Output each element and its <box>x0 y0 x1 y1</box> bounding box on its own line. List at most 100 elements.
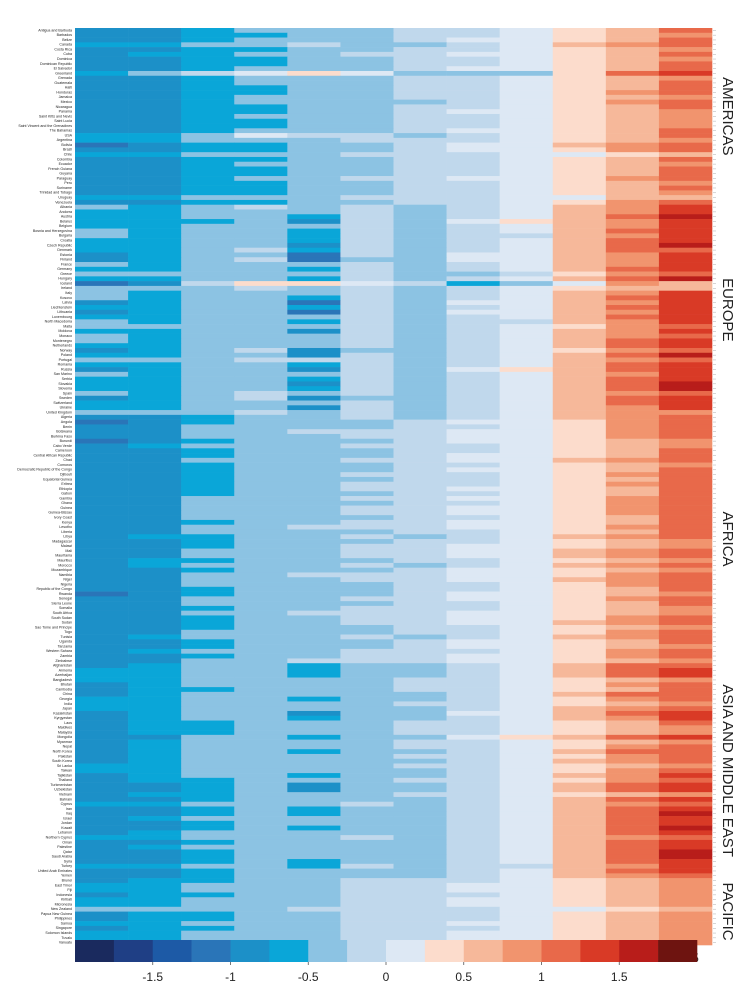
heat-cell <box>128 472 182 478</box>
heat-cell <box>393 161 447 167</box>
heat-cell <box>446 324 500 330</box>
heat-cell <box>181 577 235 583</box>
heat-cell <box>499 319 554 325</box>
heat-cell <box>340 47 394 53</box>
row-label: Namibia <box>59 573 72 577</box>
heat-cell <box>181 844 235 850</box>
heat-cell <box>287 381 341 387</box>
heat-cell <box>234 725 288 731</box>
heat-cell <box>181 911 235 917</box>
heat-cell <box>499 830 554 836</box>
heat-cell <box>393 152 447 158</box>
heat-cell <box>605 672 660 678</box>
heat-cell <box>552 625 607 631</box>
heat-cell <box>181 925 235 931</box>
heat-cell <box>446 338 500 344</box>
heat-cell <box>234 653 288 659</box>
heat-cell <box>234 625 288 631</box>
heat-cell <box>234 295 288 301</box>
heat-cell <box>393 476 447 483</box>
heat-cell <box>234 223 288 229</box>
heat-cell <box>287 472 341 478</box>
heat-cell <box>181 816 235 822</box>
heat-cell <box>340 137 394 143</box>
heat-cell <box>287 811 341 817</box>
heat-cell <box>340 859 394 865</box>
heat-cell <box>340 457 394 463</box>
heat-cell <box>75 357 129 363</box>
heat-cell <box>552 152 607 158</box>
heat-cell <box>552 906 607 912</box>
heat-cell <box>340 214 394 220</box>
heat-cell <box>287 85 341 91</box>
heat-cell <box>234 433 288 440</box>
heat-cell <box>340 882 394 888</box>
heat-cell <box>128 491 182 497</box>
row-label: Canada <box>59 43 72 47</box>
heat-cell <box>393 539 447 545</box>
heat-cell <box>234 305 288 311</box>
heat-cell <box>552 548 607 554</box>
heat-cell <box>605 753 660 760</box>
heat-cell <box>340 696 394 702</box>
heat-cell <box>605 505 660 511</box>
heat-cell <box>128 706 182 712</box>
heat-cell <box>446 701 500 707</box>
heat-cell <box>605 219 660 225</box>
heat-cell <box>287 730 341 736</box>
row-label: Nepal <box>63 745 73 749</box>
heat-cell <box>605 242 660 248</box>
heat-cell <box>658 171 713 177</box>
heat-cell <box>605 314 660 320</box>
heat-cell <box>393 133 447 139</box>
heat-cell <box>552 109 607 115</box>
heat-cell <box>181 242 235 248</box>
heat-cell <box>605 285 660 291</box>
heat-cell <box>658 47 713 53</box>
heat-cell <box>128 376 182 382</box>
heat-cell <box>234 548 288 554</box>
heat-cell <box>446 472 500 478</box>
heat-cell <box>605 539 660 545</box>
heat-cell <box>393 419 447 425</box>
heat-cell <box>605 844 660 850</box>
heat-cell <box>75 882 129 888</box>
heat-cell <box>340 725 394 731</box>
heat-cell <box>75 644 129 650</box>
heat-cell <box>658 792 713 798</box>
heat-cell <box>552 725 607 731</box>
heat-cell <box>605 476 660 483</box>
heat-cell <box>393 238 447 244</box>
heat-cell <box>446 539 500 545</box>
heat-cell <box>393 319 447 325</box>
heat-cell <box>446 653 500 659</box>
heat-cell <box>75 257 129 263</box>
heat-cell <box>75 190 129 196</box>
heat-cell <box>181 582 235 588</box>
heat-cell <box>287 443 341 449</box>
heat-cell <box>393 548 447 554</box>
heat-cell <box>287 916 341 922</box>
heat-cell <box>393 806 447 812</box>
heat-cell <box>287 639 341 645</box>
heat-cell <box>446 897 500 903</box>
heat-cell <box>340 615 394 621</box>
heat-cell <box>75 333 129 339</box>
heat-cell <box>393 925 447 931</box>
heat-cell <box>287 859 341 865</box>
heat-cell <box>658 859 713 865</box>
heat-cell <box>446 763 500 769</box>
heat-cell <box>75 405 129 411</box>
heat-cell <box>393 644 447 650</box>
heat-cell <box>287 166 341 172</box>
heat-cell <box>605 429 660 435</box>
heat-cell <box>128 782 182 788</box>
heat-cell <box>287 362 341 368</box>
heat-cell <box>181 37 235 43</box>
colorbar-tick-label: 1.5 <box>611 970 628 984</box>
row-label: Nigeria <box>61 582 72 586</box>
heat-cell <box>75 414 129 420</box>
heat-cell <box>552 219 607 225</box>
heat-cell <box>552 553 607 559</box>
row-label: Cambodia <box>56 687 72 691</box>
